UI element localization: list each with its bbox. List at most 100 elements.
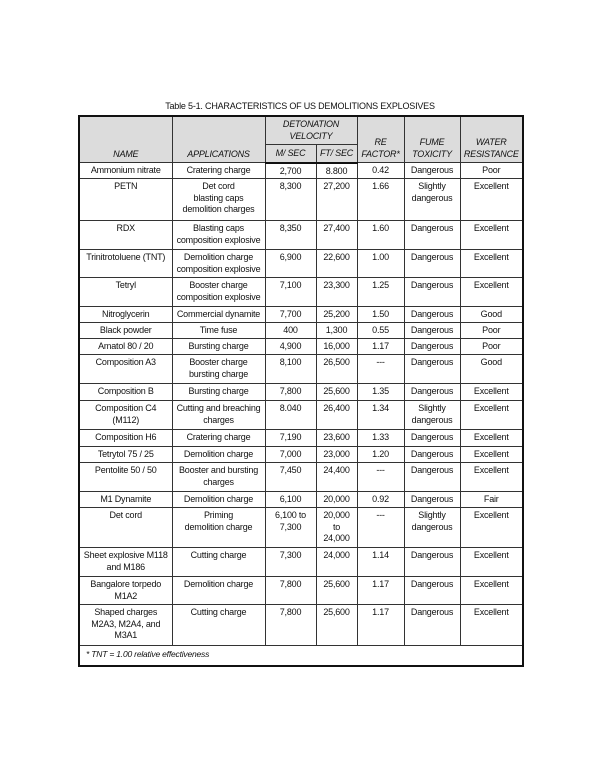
table-row: Amatol 80 / 20 Bursting charge 4,900 16,000…: [78, 338, 524, 355]
cell-app: Demolition charge composition explosive: [171, 249, 266, 278]
cell-m: 7,800: [264, 604, 317, 646]
cell-fume: Dangerous: [403, 491, 461, 508]
table-row: Det cord Priming demolition charge 6,100 t…: [78, 507, 524, 548]
cell-m: 4,900: [264, 338, 317, 355]
cell-re: 1.25: [356, 277, 405, 307]
cell-name: Ammonium nitrate: [78, 162, 173, 179]
cell-water: Poor: [459, 162, 524, 179]
cell-water: Excellent: [459, 576, 524, 605]
table-row: Ammonium nitrate Cratering charge 2,700 8.8…: [78, 162, 524, 179]
cell-fume: Dangerous: [403, 220, 461, 250]
table-row: Bangalore torpedo M1A2 Demolition charge 7…: [78, 576, 524, 605]
cell-re: 1.33: [356, 429, 405, 447]
header-m-sec: M/ SEC: [264, 144, 317, 164]
cell-water: Fair: [459, 491, 524, 508]
cell-name: Trinitrotoluene (TNT): [78, 249, 173, 278]
cell-fume: Dangerous: [403, 322, 461, 339]
cell-app: Cutting charge: [171, 604, 266, 646]
cell-name: Amatol 80 / 20: [78, 338, 173, 355]
header-name: NAME: [78, 115, 173, 163]
cell-m: 7,700: [264, 306, 317, 323]
cell-app: Booster and bursting charges: [171, 462, 266, 492]
table-row: Composition C4 (M112) Cutting and breachi…: [78, 400, 524, 430]
cell-fume: Dangerous: [403, 383, 461, 401]
cell-m: 8,350: [264, 220, 317, 250]
cell-ft: 16,000: [315, 338, 358, 355]
cell-water: Excellent: [459, 178, 524, 221]
table-row: Pentolite 50 / 50 Booster and bursting ch…: [78, 462, 524, 492]
cell-name: Tetryl: [78, 277, 173, 307]
cell-re: 1.17: [356, 338, 405, 355]
cell-ft: 26,500: [315, 354, 358, 384]
cell-re: 0.92: [356, 491, 405, 508]
table-row: Sheet explosive M118 and M186 Cutting cha…: [78, 547, 524, 577]
cell-m: 6,900: [264, 249, 317, 278]
cell-water: Excellent: [459, 220, 524, 250]
cell-re: 1.66: [356, 178, 405, 221]
cell-fume: Dangerous: [403, 277, 461, 307]
table-row: RDX Blasting caps composition explosive 8,…: [78, 220, 524, 250]
cell-fume: Dangerous: [403, 446, 461, 463]
table-row: Tetryl Booster charge composition explosi…: [78, 277, 524, 307]
cell-fume: Dangerous: [403, 462, 461, 492]
cell-re: 1.14: [356, 547, 405, 577]
cell-water: Good: [459, 354, 524, 384]
cell-re: 1.17: [356, 576, 405, 605]
cell-name: Det cord: [78, 507, 173, 548]
cell-name: Nitroglycerin: [78, 306, 173, 323]
cell-fume: Dangerous: [403, 429, 461, 447]
cell-app: Bursting charge: [171, 383, 266, 401]
cell-ft: 24,400: [315, 462, 358, 492]
explosives-table: NAME APPLICATIONS DETONATION VELOCITY RE…: [78, 115, 525, 667]
cell-app: Cutting charge: [171, 547, 266, 577]
header-applications: APPLICATIONS: [171, 115, 266, 163]
cell-ft: 23,000: [315, 446, 358, 463]
cell-app: Cratering charge: [171, 429, 266, 447]
cell-water: Excellent: [459, 400, 524, 430]
cell-water: Poor: [459, 322, 524, 339]
cell-name: Pentolite 50 / 50: [78, 462, 173, 492]
table-row: Black powder Time fuse 400 1,300 0.55 Dangero…: [78, 322, 524, 339]
cell-fume: Slightly dangerous: [403, 400, 461, 430]
cell-ft: 23,600: [315, 429, 358, 447]
cell-name: Black powder: [78, 322, 173, 339]
cell-m: 7,800: [264, 383, 317, 401]
cell-re: 1.17: [356, 604, 405, 646]
cell-fume: Dangerous: [403, 604, 461, 646]
header-ft-sec: FT/ SEC: [315, 144, 358, 164]
cell-re: 1.50: [356, 306, 405, 323]
cell-name: Sheet explosive M118 and M186: [78, 547, 173, 577]
cell-water: Excellent: [459, 249, 524, 278]
cell-ft: 22,600: [315, 249, 358, 278]
cell-ft: 25,600: [315, 383, 358, 401]
cell-app: Priming demolition charge: [171, 507, 266, 548]
cell-app: Booster charge composition explosive: [171, 277, 266, 307]
cell-fume: Dangerous: [403, 576, 461, 605]
table-row: Trinitrotoluene (TNT) Demolition charge c…: [78, 249, 524, 278]
cell-re: ---: [356, 462, 405, 492]
cell-m: 6,100: [264, 491, 317, 508]
cell-m: 2,700: [264, 162, 317, 179]
cell-name: Tetrytol 75 / 25: [78, 446, 173, 463]
cell-m: 7,190: [264, 429, 317, 447]
cell-name: Bangalore torpedo M1A2: [78, 576, 173, 605]
table-title: Table 5-1. CHARACTERISTICS OF US DEMOLIT…: [165, 101, 435, 111]
cell-re: ---: [356, 354, 405, 384]
cell-ft: 1,300: [315, 322, 358, 339]
cell-re: 1.60: [356, 220, 405, 250]
cell-re: 1.34: [356, 400, 405, 430]
cell-name: Shaped charges M2A3, M2A4, and M3A1: [78, 604, 173, 646]
header-detonation-velocity: DETONATION VELOCITY: [264, 115, 358, 145]
cell-m: 7,100: [264, 277, 317, 307]
cell-fume: Dangerous: [403, 338, 461, 355]
table-row: Composition A3 Booster charge bursting ch…: [78, 354, 524, 384]
cell-name: RDX: [78, 220, 173, 250]
cell-water: Excellent: [459, 462, 524, 492]
cell-app: Demolition charge: [171, 576, 266, 605]
table-row: Composition B Bursting charge 7,800 25,600 1…: [78, 383, 524, 401]
table-row: Composition H6 Cratering charge 7,190 23,60…: [78, 429, 524, 447]
cell-app: Det cord blasting caps demolition charge…: [171, 178, 266, 221]
cell-water: Excellent: [459, 507, 524, 548]
cell-re: 1.35: [356, 383, 405, 401]
cell-m: 8,300: [264, 178, 317, 221]
